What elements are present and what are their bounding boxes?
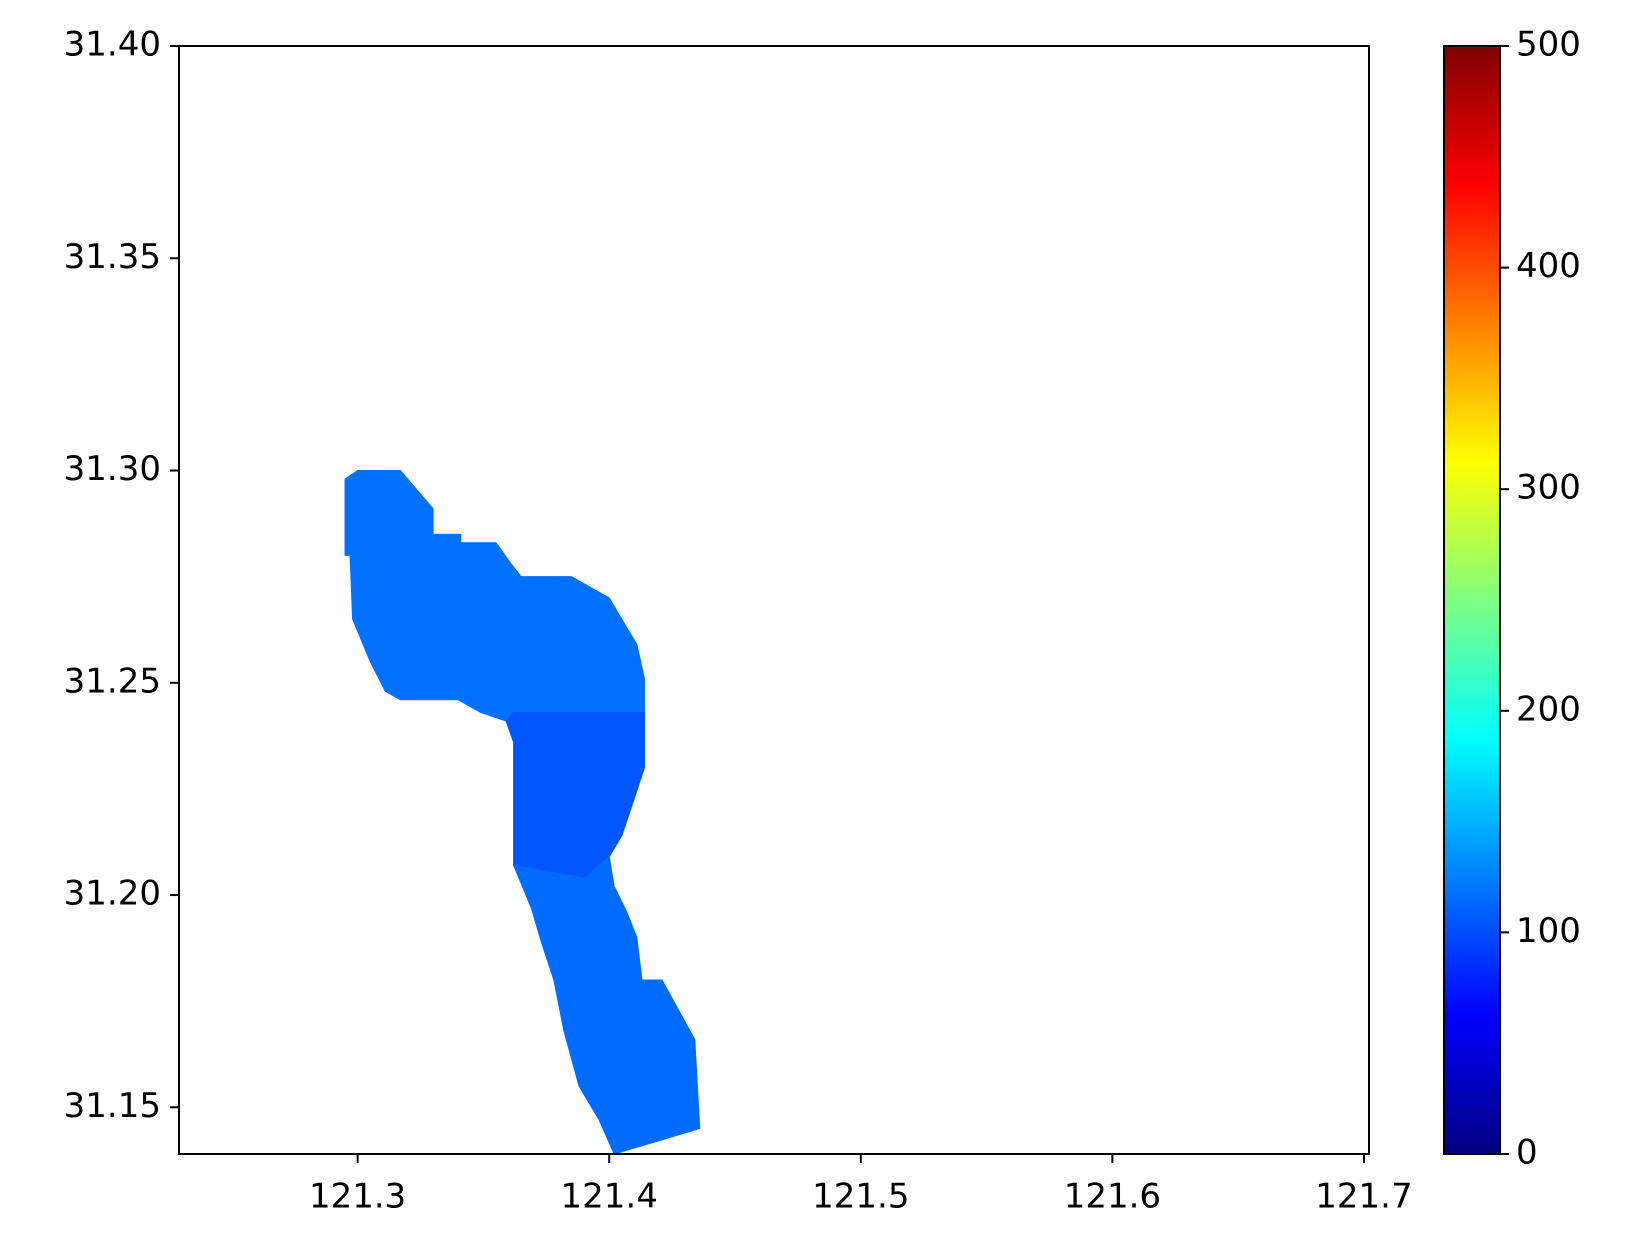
colorbar-tick-label: 0: [1516, 1133, 1538, 1173]
colorbar-tick-label: 500: [1516, 25, 1581, 65]
x-tick-label: 121.6: [1064, 1177, 1161, 1217]
plot-frame: [178, 45, 1370, 1155]
colorbar-tick-label: 100: [1516, 911, 1581, 951]
x-tick-label: 121.4: [561, 1177, 658, 1217]
colorbar: [1443, 45, 1501, 1155]
y-tick-label: 31.15: [64, 1086, 161, 1126]
y-tick-label: 31.20: [64, 874, 161, 914]
colorbar-tick-label: 400: [1516, 246, 1581, 286]
y-tick-label: 31.25: [64, 661, 161, 701]
colorbar-tick-label: 200: [1516, 689, 1581, 729]
colorbar-tick-label: 300: [1516, 468, 1581, 508]
y-tick-label: 31.30: [64, 449, 161, 489]
data-patch: [344, 470, 645, 722]
data-patch: [505, 711, 645, 879]
x-tick-label: 121.3: [309, 1177, 406, 1217]
y-tick-label: 31.35: [64, 237, 161, 277]
x-tick-label: 121.7: [1315, 1177, 1412, 1217]
x-tick-label: 121.5: [812, 1177, 909, 1217]
data-patch: [512, 855, 701, 1155]
y-tick-label: 31.40: [64, 25, 161, 65]
